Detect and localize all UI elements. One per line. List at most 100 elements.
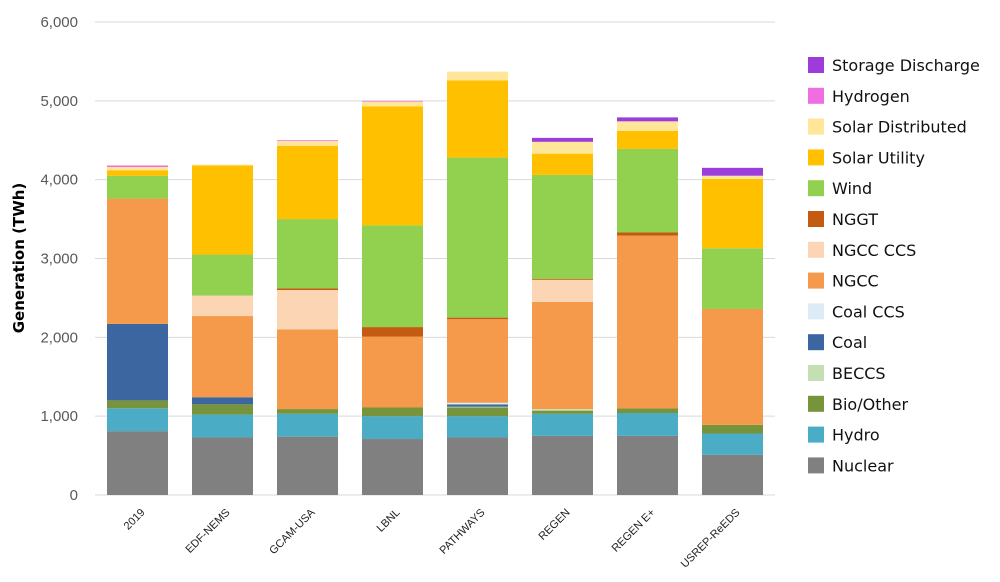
legend-swatch (808, 395, 824, 412)
legend-swatch (808, 457, 824, 474)
legend-item[interactable]: NGCC CCS (808, 241, 916, 260)
bar-segment (532, 137, 593, 142)
y-tick-label: 1,000 (40, 408, 78, 425)
bar-segment (532, 435, 593, 495)
legend-item[interactable]: Coal CCS (808, 302, 905, 321)
bar-stack (447, 71, 508, 495)
legend-item[interactable]: NGCC (808, 272, 879, 291)
legend-label: NGCC (832, 272, 879, 291)
bar-segment (277, 140, 338, 142)
bar-segment (532, 301, 593, 410)
bar-segment (362, 336, 423, 408)
legend-swatch (808, 118, 824, 135)
bar-segment (277, 288, 338, 291)
legend-item[interactable]: BECCS (808, 364, 886, 383)
legend-label: Hydro (832, 426, 880, 445)
bar-segment (362, 225, 423, 328)
x-tick-label: USREP-ReEDS (679, 507, 743, 571)
bar-segment (447, 406, 508, 408)
legend-label: Solar Distributed (832, 118, 967, 137)
bar-segment (362, 416, 423, 440)
x-tick-label: REGEN (536, 507, 572, 543)
bar-segment (277, 409, 338, 414)
bar-segment (532, 153, 593, 175)
bar-stack (617, 117, 678, 495)
legend[interactable]: Storage Discharge Hydrogen Solar Distribut… (808, 56, 980, 475)
bar-segment (447, 317, 508, 320)
x-axis-ticks: 2019 EDF-NEMS GCAM-USA LBNL PATHWAYS REGEN REG… (122, 506, 743, 570)
legend-swatch (808, 211, 824, 227)
y-tick-label: 3,000 (40, 251, 78, 268)
legend-label: Coal CCS (832, 302, 905, 321)
legend-label: BECCS (832, 364, 886, 383)
bar-segment (447, 404, 508, 407)
bar-segment (192, 437, 253, 495)
bar-segment (107, 167, 168, 171)
legend-item[interactable]: Storage Discharge (808, 56, 980, 75)
bar-segment (107, 323, 168, 401)
y-tick-label: 4,000 (40, 172, 78, 189)
legend-swatch (808, 334, 824, 351)
legend-swatch (808, 87, 824, 104)
legend-item[interactable]: Hydrogen (808, 87, 910, 106)
legend-item[interactable]: Solar Utility (808, 148, 925, 167)
legend-item[interactable]: Wind (808, 179, 872, 198)
bar-stack (532, 137, 593, 495)
bar-segment (277, 290, 338, 330)
legend-swatch (808, 149, 824, 166)
bar-stack (192, 164, 253, 495)
legend-item[interactable]: Coal (808, 333, 867, 352)
legend-item[interactable]: Hydro (808, 426, 880, 445)
bar-segment (617, 435, 678, 495)
bar-segment (107, 175, 168, 199)
legend-item[interactable]: NGGT (808, 210, 878, 229)
legend-swatch (808, 303, 824, 320)
legend-label: NGCC CCS (832, 241, 916, 260)
y-tick-label: 2,000 (40, 329, 78, 346)
x-tick-label: PATHWAYS (438, 507, 488, 557)
bar-segment (192, 397, 253, 405)
legend-swatch (808, 365, 824, 381)
bar-segment (702, 175, 763, 179)
bar-segment (702, 167, 763, 176)
legend-item[interactable]: Solar Distributed (808, 118, 967, 137)
bar-segment (107, 408, 168, 432)
bar-segment (617, 130, 678, 149)
bars (107, 71, 763, 495)
bar-segment (702, 248, 763, 309)
bar-segment (532, 278, 593, 280)
y-axis-label: Generation (TWh) (10, 183, 28, 334)
bar-stack (277, 140, 338, 495)
bar-segment (532, 410, 593, 414)
legend-label: Wind (832, 179, 872, 198)
bar-segment (107, 400, 168, 409)
bar-segment (702, 308, 763, 425)
bar-segment (617, 413, 678, 436)
bar-segment (192, 165, 253, 255)
bar-stack (362, 100, 423, 495)
bar-segment (107, 431, 168, 495)
bar-segment (532, 413, 593, 436)
bar-segment (362, 100, 423, 102)
bar-segment (107, 198, 168, 324)
legend-label: Storage Discharge (832, 56, 980, 75)
bar-segment (277, 219, 338, 289)
bar-segment (362, 327, 423, 337)
bar-segment (532, 279, 593, 302)
y-tick-label: 5,000 (40, 93, 78, 110)
legend-swatch (808, 57, 824, 73)
legend-swatch (808, 272, 824, 289)
bar-segment (447, 407, 508, 417)
bar-segment (107, 170, 168, 176)
bar-segment (107, 165, 168, 168)
bar-segment (192, 295, 253, 317)
y-tick-label: 0 (70, 487, 78, 504)
bar-segment (702, 424, 763, 434)
bar-segment (447, 416, 508, 438)
bar-segment (532, 174, 593, 279)
legend-item[interactable]: Nuclear (808, 456, 894, 475)
bar-segment (532, 409, 593, 411)
legend-item[interactable]: Bio/Other (808, 395, 908, 414)
bar-segment (277, 141, 338, 146)
